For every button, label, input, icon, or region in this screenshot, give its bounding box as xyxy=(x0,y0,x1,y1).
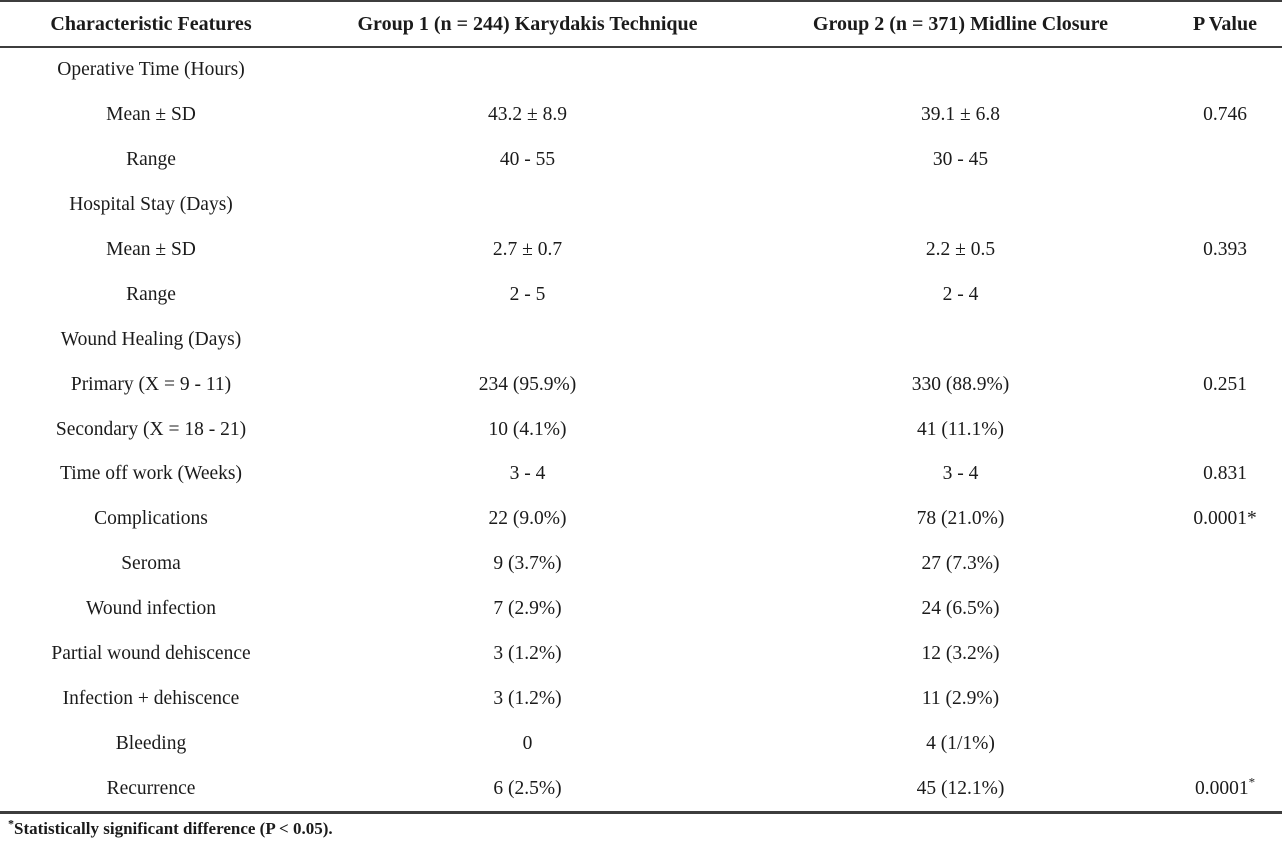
group2-value-cell: 30 - 45 xyxy=(932,149,989,171)
table-row: Infection + dehiscence 3 (1.2%) 11 (2.9%) xyxy=(0,676,1282,721)
row-label-cell: Wound Healing (Days) xyxy=(60,328,242,350)
table-row: Time off work (Weeks) 3 - 4 3 - 4 0.831 xyxy=(0,452,1282,497)
table-row: Recurrence 6 (2.5%) 45 (12.1%) 0.0001* xyxy=(0,766,1282,812)
group1-value-cell: 3 (1.2%) xyxy=(493,643,562,665)
table-body: Operative Time (Hours) Mean ± SD 43.2 ± 8.… xyxy=(0,47,1282,813)
row-label-cell: Operative Time (Hours) xyxy=(57,59,245,81)
p-value-cell xyxy=(1168,676,1282,721)
group1-value-cell: 10 (4.1%) xyxy=(488,418,567,440)
group2-value-cell: 2.2 ± 0.5 xyxy=(925,239,996,260)
p-value-cell xyxy=(1168,407,1282,452)
group2-value-cell xyxy=(753,47,1168,93)
group2-value-cell xyxy=(753,317,1168,362)
row-label-cell: Partial wound dehiscence xyxy=(51,643,251,665)
row-label-cell: Primary (X = 9 - 11) xyxy=(70,373,232,395)
table-row: Complications 22 (9.0%) 78 (21.0%) 0.0001* xyxy=(0,497,1282,542)
table-row: Range 2 - 5 2 - 4 xyxy=(0,272,1282,317)
significance-asterisk: * xyxy=(1248,774,1256,790)
row-label-cell: Recurrence xyxy=(106,777,196,799)
row-label-cell: Hospital Stay (Days) xyxy=(69,194,233,216)
group2-value-cell: 39.1 ± 6.8 xyxy=(921,104,1000,126)
p-value-cell xyxy=(1168,587,1282,632)
p-value-cell xyxy=(1168,183,1282,228)
group2-value-cell: 4 (1/1%) xyxy=(926,732,995,754)
p-value-cell xyxy=(1168,317,1282,362)
group2-value-cell: 27 (7.3%) xyxy=(921,553,1000,575)
p-value-cell xyxy=(1168,542,1282,587)
p-value-cell: 0.0001* xyxy=(1168,766,1282,812)
table-row: Seroma 9 (3.7%) 27 (7.3%) xyxy=(0,542,1282,587)
p-value-text: 0.0001 xyxy=(1194,777,1249,799)
group2-value-cell: 3 - 4 xyxy=(942,463,979,485)
column-header-characteristic-features: Characteristic Features xyxy=(0,1,302,48)
row-label-cell: Mean ± SD xyxy=(106,104,196,126)
table-row: Wound infection 7 (2.9%) 24 (6.5%) xyxy=(0,587,1282,632)
group1-value-cell: 234 (95.9%) xyxy=(478,373,577,395)
group1-value-cell: 0 xyxy=(522,732,533,754)
p-value-cell xyxy=(1168,272,1282,317)
column-header-group2: Group 2 (n = 371) Midline Closure xyxy=(753,1,1168,48)
p-value-cell: 0.393 xyxy=(1203,239,1247,260)
group2-value-cell xyxy=(753,183,1168,228)
table-row: Bleeding 0 4 (1/1%) xyxy=(0,721,1282,766)
group2-value-cell: 330 (88.9%) xyxy=(911,373,1010,395)
group2-value-cell: 12 (3.2%) xyxy=(921,643,1000,665)
table-row: Primary (X = 9 - 11) 234 (95.9%) 330 (88.9… xyxy=(0,362,1282,407)
group1-value-cell xyxy=(302,183,753,228)
footnote-asterisk-marker: * xyxy=(8,816,14,831)
group1-value-cell: 2.7 ± 0.7 xyxy=(492,239,563,260)
group2-value-cell: 41 (11.1%) xyxy=(916,418,1004,440)
footnote: *Statistically significant difference (P… xyxy=(8,816,1282,839)
group1-value-cell: 40 - 55 xyxy=(499,149,556,171)
row-label-cell: Mean ± SD xyxy=(106,239,196,260)
row-label-cell: Complications xyxy=(94,508,208,530)
group1-value-cell: 3 - 4 xyxy=(509,463,546,485)
row-label-cell: Infection + dehiscence xyxy=(62,687,240,709)
group1-value-cell: 43.2 ± 8.9 xyxy=(488,104,567,126)
group1-value-cell xyxy=(302,47,753,93)
table-row: Hospital Stay (Days) xyxy=(0,183,1282,228)
results-table: Characteristic Features Group 1 (n = 244… xyxy=(0,0,1282,815)
p-value-cell xyxy=(1168,632,1282,677)
table-row: Mean ± SD 2.7 ± 0.7 2.2 ± 0.5 0.393 xyxy=(0,228,1282,273)
p-value-cell xyxy=(1168,138,1282,183)
p-value-cell xyxy=(1168,47,1282,93)
p-value-cell: 0.0001* xyxy=(1193,508,1257,530)
row-label-cell: Range xyxy=(126,283,176,305)
column-header-group1: Group 1 (n = 244) Karydakis Technique xyxy=(302,1,753,48)
group1-value-cell: 9 (3.7%) xyxy=(493,553,562,575)
group1-value-cell xyxy=(302,317,753,362)
table-header: Characteristic Features Group 1 (n = 244… xyxy=(0,1,1282,48)
group2-value-cell: 2 - 4 xyxy=(942,283,979,305)
group1-value-cell: 6 (2.5%) xyxy=(493,777,562,799)
header-row: Characteristic Features Group 1 (n = 244… xyxy=(0,1,1282,48)
table-row: Wound Healing (Days) xyxy=(0,317,1282,362)
table-row: Mean ± SD 43.2 ± 8.9 39.1 ± 6.8 0.746 xyxy=(0,93,1282,138)
row-label-cell: Bleeding xyxy=(115,732,187,754)
table-row: Operative Time (Hours) xyxy=(0,47,1282,93)
footnote-text: Statistically significant difference (P … xyxy=(14,819,333,839)
group2-value-cell: 45 (12.1%) xyxy=(916,777,1005,799)
p-value-cell: 0.831 xyxy=(1203,463,1247,485)
p-value-cell: 0.251 xyxy=(1203,373,1247,395)
group2-value-cell: 11 (2.9%) xyxy=(921,687,1000,709)
p-value-cell xyxy=(1168,721,1282,766)
column-header-p-value: P Value xyxy=(1168,1,1282,48)
row-label-cell: Time off work (Weeks) xyxy=(59,463,243,485)
group2-value-cell: 78 (21.0%) xyxy=(916,508,1005,530)
group2-value-cell: 24 (6.5%) xyxy=(921,598,1000,620)
group1-value-cell: 7 (2.9%) xyxy=(493,598,562,620)
group1-value-cell: 2 - 5 xyxy=(509,283,546,305)
table-row: Range 40 - 55 30 - 45 xyxy=(0,138,1282,183)
row-label-cell: Wound infection xyxy=(85,598,217,620)
group1-value-cell: 3 (1.2%) xyxy=(493,687,562,709)
table-row: Partial wound dehiscence 3 (1.2%) 12 (3.2%… xyxy=(0,632,1282,677)
row-label-cell: Secondary (X = 18 - 21) xyxy=(55,418,247,440)
row-label-cell: Range xyxy=(126,149,176,171)
row-label-cell: Seroma xyxy=(121,553,181,575)
group1-value-cell: 22 (9.0%) xyxy=(488,508,567,530)
table-row: Secondary (X = 18 - 21) 10 (4.1%) 41 (11.1… xyxy=(0,407,1282,452)
p-value-cell: 0.746 xyxy=(1203,104,1247,126)
